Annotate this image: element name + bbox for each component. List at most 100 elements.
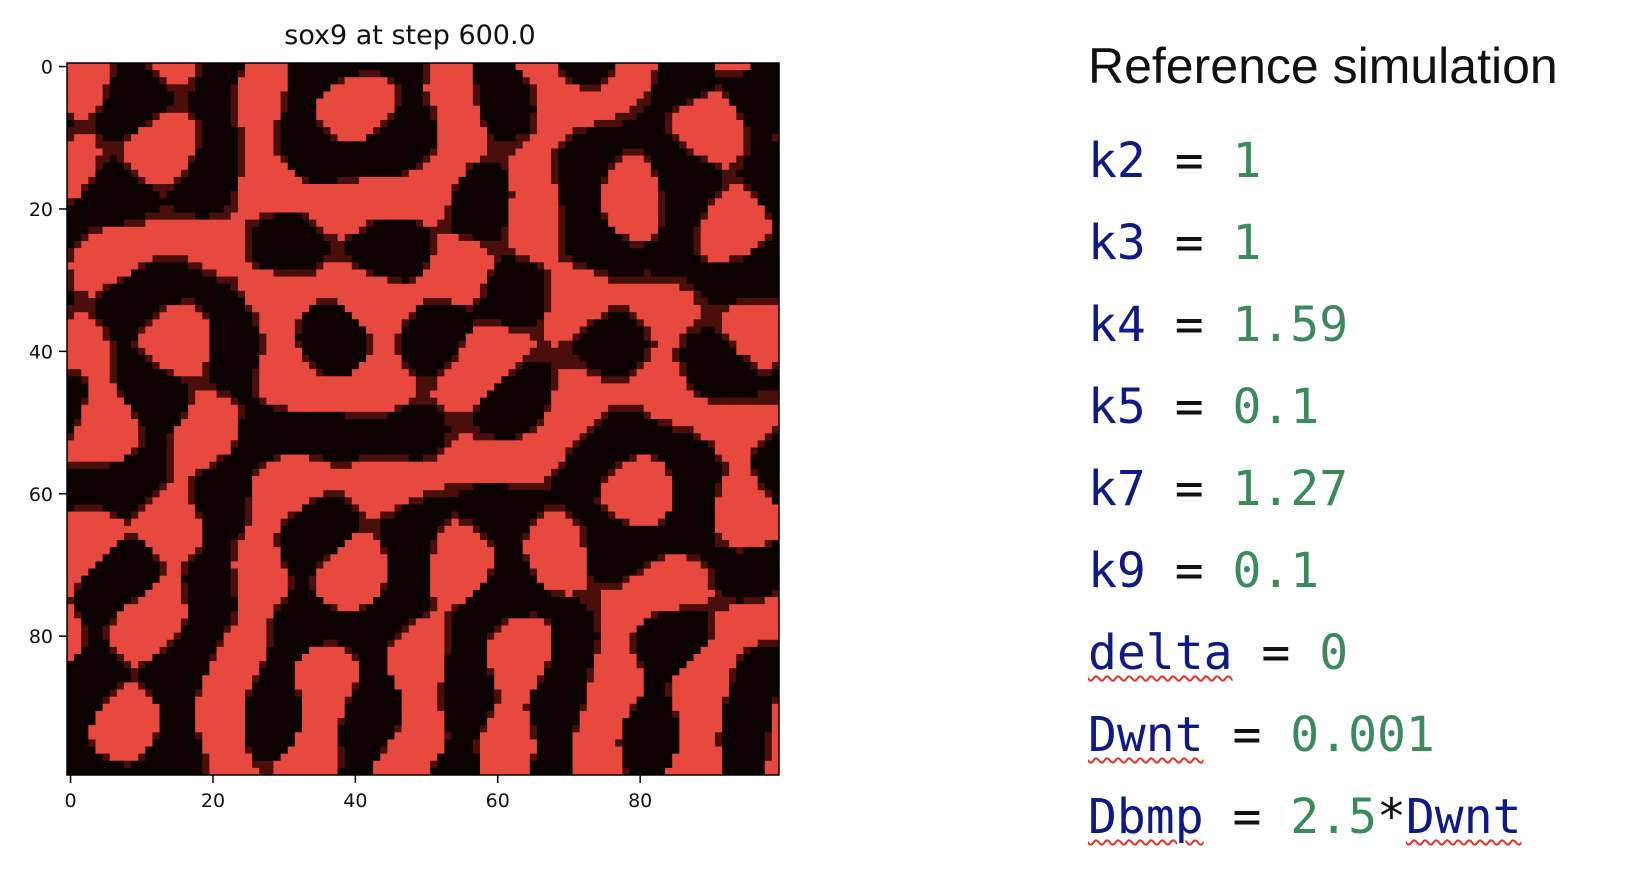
heatmap-cell (309, 212, 317, 221)
heatmap-cell (188, 319, 196, 327)
heatmap-cell (515, 70, 524, 78)
heatmap-cell (565, 63, 573, 71)
heatmap-cell (544, 248, 552, 256)
heatmap-cell (494, 112, 502, 121)
heatmap-cell (380, 362, 388, 370)
heatmap-cell (707, 119, 716, 128)
heatmap-cell (522, 269, 531, 277)
heatmap-cell (287, 134, 296, 142)
heatmap-cell (693, 369, 702, 377)
heatmap-cell (700, 70, 709, 78)
heatmap-cell (572, 184, 581, 192)
heatmap-cell (494, 340, 502, 349)
heatmap-cell (337, 84, 346, 92)
heatmap-cell (501, 305, 509, 313)
heatmap-cell (138, 241, 146, 249)
heatmap-cell (629, 212, 637, 221)
heatmap-cell (458, 98, 467, 107)
heatmap-cell (280, 84, 289, 92)
heatmap-cell (344, 390, 353, 399)
heatmap-cell (771, 141, 780, 149)
heatmap-cell (601, 219, 609, 228)
heatmap-cell (586, 241, 595, 249)
heatmap-cell (301, 184, 310, 192)
heatmap-cell (180, 148, 189, 156)
heatmap-cell (536, 191, 545, 199)
heatmap-cell (173, 269, 182, 277)
heatmap-cell (601, 198, 609, 206)
heatmap-cell (665, 276, 673, 285)
heatmap-cell (472, 269, 481, 277)
heatmap-cell (337, 155, 346, 164)
heatmap-cell (287, 176, 296, 185)
heatmap-cell (714, 77, 723, 85)
heatmap-cell (230, 155, 239, 164)
heatmap-cell (223, 262, 232, 270)
heatmap-cell (180, 141, 189, 149)
heatmap-cell (202, 390, 210, 399)
heatmap-cell (586, 98, 595, 107)
heatmap-cell (529, 397, 538, 406)
heatmap-cell (686, 369, 694, 377)
heatmap-cell (714, 241, 723, 249)
heatmap-cell (672, 312, 680, 320)
heatmap-cell (81, 369, 89, 377)
heatmap-cell (686, 105, 694, 114)
heatmap-cell (529, 305, 538, 313)
heatmap-cell (593, 283, 602, 292)
heatmap-cell (67, 169, 75, 178)
heatmap-cell (593, 205, 602, 213)
heatmap-cell (102, 283, 111, 292)
heatmap-cell (316, 112, 324, 121)
heatmap-cell (287, 77, 296, 85)
heatmap-cell (109, 98, 118, 107)
heatmap-cell (629, 255, 637, 263)
heatmap-cell (123, 119, 132, 128)
heatmap-cell (586, 397, 595, 406)
heatmap-cell (423, 112, 431, 121)
heatmap-cell (615, 326, 623, 334)
heatmap-cell (451, 312, 459, 320)
heatmap-cell (565, 369, 573, 377)
heatmap-cell (487, 262, 495, 270)
heatmap-cell (565, 127, 573, 135)
heatmap-cell (180, 411, 189, 420)
heatmap-cell (173, 340, 182, 349)
heatmap-cell (195, 276, 203, 285)
heatmap-cell (608, 390, 616, 399)
heatmap-cell (487, 84, 495, 92)
heatmap-cell (245, 255, 253, 263)
heatmap-cell (301, 276, 310, 285)
heatmap-cell (67, 262, 75, 270)
heatmap-cell (166, 205, 175, 213)
heatmap-cell (266, 226, 274, 235)
heatmap-cell (166, 319, 175, 327)
heatmap-cell (551, 312, 559, 320)
heatmap-cell (266, 198, 274, 206)
heatmap-cell (309, 383, 317, 391)
heatmap-cell (729, 226, 737, 235)
heatmap-cell (209, 290, 217, 299)
heatmap-cell (750, 340, 759, 349)
heatmap-cell (487, 312, 495, 320)
heatmap-cell (771, 84, 780, 92)
heatmap-cell (515, 191, 524, 199)
heatmap-cell (123, 84, 132, 92)
heatmap-cell (487, 255, 495, 263)
heatmap-cell (216, 390, 225, 399)
heatmap-cell (337, 226, 346, 235)
heatmap-cell (544, 362, 552, 370)
heatmap-cell (479, 169, 488, 178)
heatmap-cell (465, 383, 474, 391)
heatmap-cell (188, 84, 196, 92)
heatmap-cell (679, 233, 687, 242)
heatmap-cell (316, 297, 324, 306)
heatmap-cell (451, 255, 459, 263)
heatmap-cell (593, 63, 602, 71)
heatmap-cell (472, 383, 481, 391)
heatmap-cell (166, 333, 175, 342)
heatmap-cell (408, 205, 417, 213)
heatmap-cell (750, 383, 759, 391)
heatmap-cell (494, 255, 502, 263)
heatmap-cell (586, 226, 595, 235)
